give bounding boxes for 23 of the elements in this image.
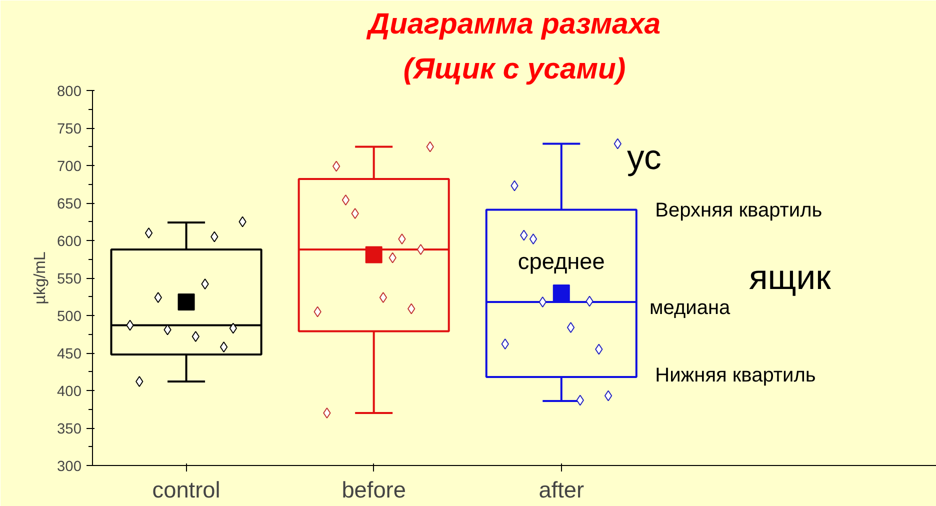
y-tick-label: 650 xyxy=(57,196,82,212)
y-tick-label: 600 xyxy=(57,234,82,250)
annotation: среднее xyxy=(518,248,605,274)
text: Верхняя квартиль xyxy=(655,200,822,222)
annotation: ус xyxy=(627,139,662,177)
chart-subtitle: (Ящик с усами) xyxy=(403,52,626,86)
x-tick-label: before xyxy=(342,476,406,502)
x-tick-label: control xyxy=(152,476,220,502)
y-tick-label: 500 xyxy=(57,309,82,325)
annotation: медиана xyxy=(650,297,731,319)
y-tick-label: 400 xyxy=(57,384,82,400)
chart-title: Диаграмма размаха xyxy=(365,8,661,40)
y-axis-title: µkg/mL xyxy=(32,252,50,304)
y-tick-label: 800 xyxy=(57,84,82,100)
y-tick-label: 750 xyxy=(57,122,82,138)
y-tick-label: 300 xyxy=(57,459,82,475)
y-tick-label: 700 xyxy=(57,159,82,175)
text: Нижняя квартиль xyxy=(655,364,816,386)
y-tick-label: 450 xyxy=(57,346,82,362)
x-tick-label: after xyxy=(538,476,585,502)
y-tick-label: 350 xyxy=(57,422,82,438)
text: ящик xyxy=(748,259,832,297)
y-tick-label: 550 xyxy=(57,272,82,288)
